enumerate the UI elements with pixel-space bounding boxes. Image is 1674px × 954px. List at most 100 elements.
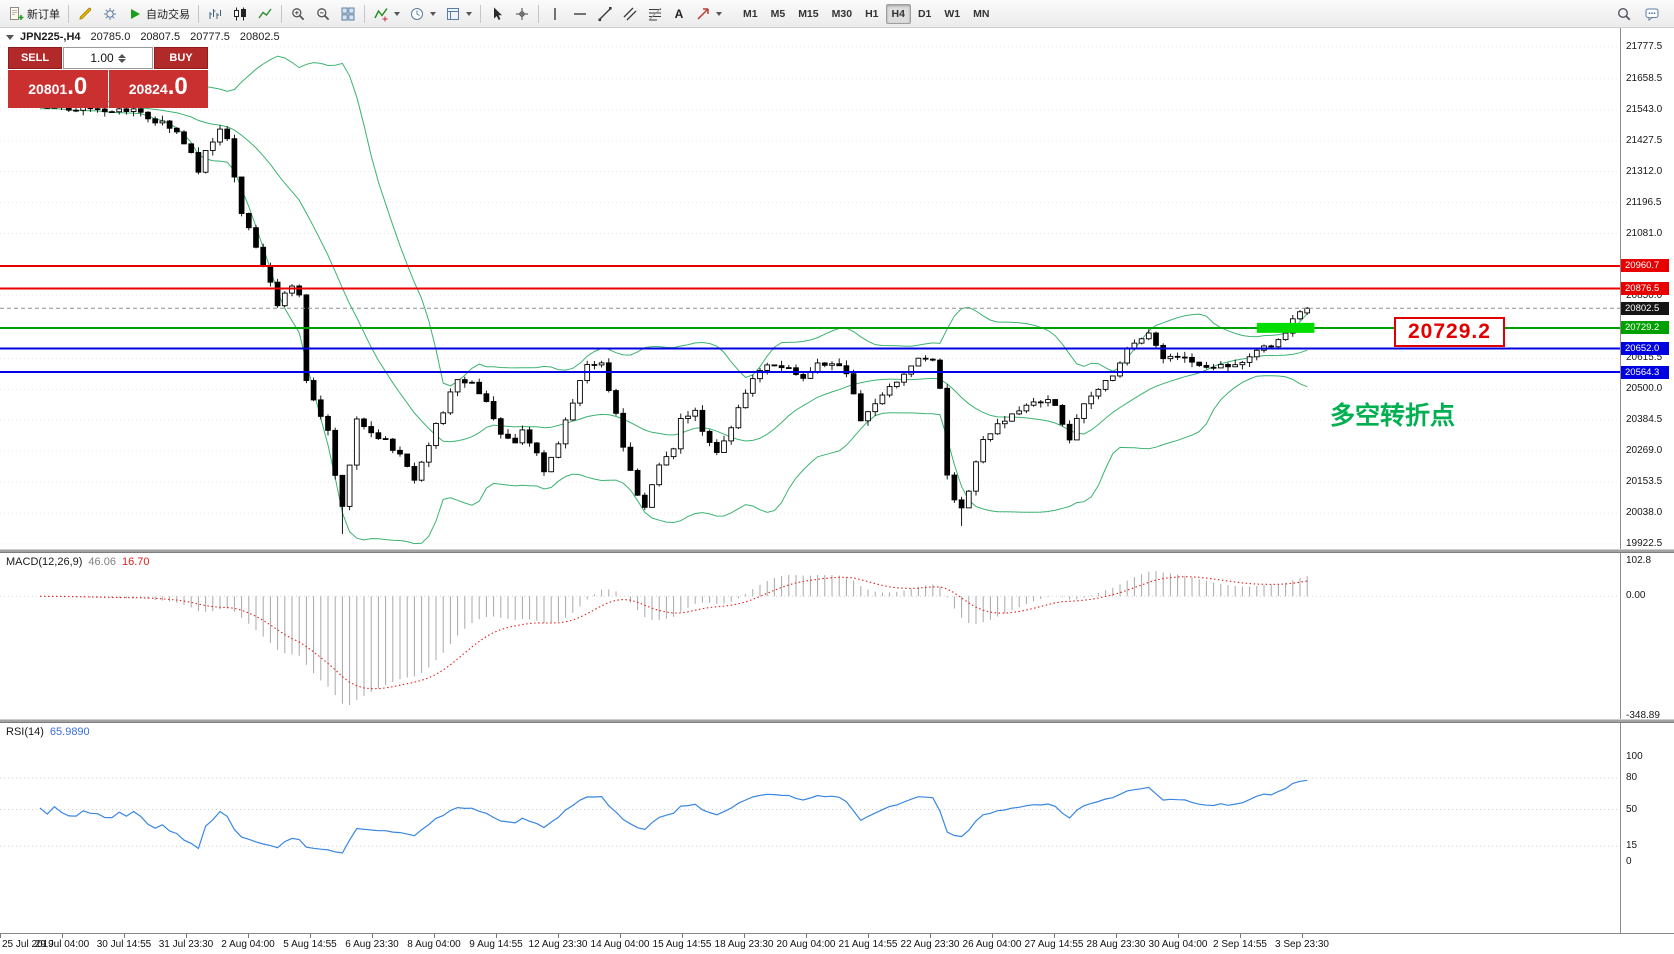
timeframe-button-M1[interactable]: M1 bbox=[737, 4, 764, 24]
sell-button[interactable]: SELL bbox=[8, 47, 62, 69]
time-axis-tick bbox=[868, 934, 869, 938]
time-axis-label: 22 Aug 23:30 bbox=[900, 939, 960, 950]
time-axis-tick bbox=[744, 934, 745, 938]
indicators-button[interactable] bbox=[369, 3, 404, 25]
time-axis-tick bbox=[930, 934, 931, 938]
time-axis-label: 25 Jul 2019 bbox=[2, 939, 54, 950]
new-order-icon bbox=[10, 6, 24, 20]
buy-price-frac: .0 bbox=[167, 73, 188, 100]
time-axis-tick bbox=[434, 934, 435, 938]
toolbar-separator bbox=[281, 4, 282, 23]
new-order-button[interactable]: 新订单 bbox=[4, 3, 64, 25]
timeframe-button-H4[interactable]: H4 bbox=[885, 3, 911, 24]
autotrading-button[interactable]: 自动交易 bbox=[123, 3, 194, 25]
equidistant-channel-button[interactable] bbox=[618, 3, 642, 25]
vertical-line-icon bbox=[554, 7, 556, 20]
zoom-out-button[interactable] bbox=[311, 3, 335, 25]
sell-price[interactable]: 20801.0 bbox=[8, 70, 108, 108]
autotrading-label: 自动交易 bbox=[146, 8, 190, 21]
time-axis-tick bbox=[1240, 934, 1241, 938]
template-icon bbox=[447, 7, 459, 20]
macd-panel[interactable] bbox=[0, 553, 1674, 719]
toolbar-separator bbox=[364, 4, 365, 23]
panel-separator[interactable] bbox=[0, 549, 1674, 553]
timeframe-button-M30[interactable]: M30 bbox=[826, 4, 858, 24]
horizontal-line-icon bbox=[574, 12, 586, 15]
macd-readout: MACD(12,26,9) 46.06 16.70 bbox=[6, 556, 149, 568]
horizontal-line-button[interactable] bbox=[568, 3, 592, 25]
timeframe-button-W1[interactable]: W1 bbox=[938, 4, 966, 24]
clock-icon bbox=[411, 7, 423, 20]
candlestick-chart-button[interactable] bbox=[228, 3, 252, 25]
assistant-button[interactable] bbox=[1640, 3, 1664, 25]
time-axis-tick bbox=[1116, 934, 1117, 938]
time-axis-label: 2 Aug 04:00 bbox=[221, 939, 275, 950]
rsi-readout: RSI(14) 65.9890 bbox=[6, 726, 90, 738]
time-axis-label: 14 Aug 04:00 bbox=[590, 939, 650, 950]
time-axis[interactable]: 25 Jul 2019 29 Jul 04:00 30 Jul 14:55 31 Ju… bbox=[0, 933, 1674, 954]
timeframe-button-D1[interactable]: D1 bbox=[912, 4, 937, 24]
templates-button[interactable] bbox=[441, 3, 476, 25]
time-axis-tick bbox=[496, 934, 497, 938]
fibonacci-button[interactable] bbox=[643, 3, 667, 25]
search-button[interactable] bbox=[1612, 3, 1636, 25]
volume-down-icon[interactable] bbox=[117, 58, 126, 63]
zoom-in-icon bbox=[292, 7, 305, 20]
time-axis-label: 26 Aug 04:00 bbox=[962, 939, 1022, 950]
zoom-in-button[interactable] bbox=[286, 3, 310, 25]
bar-chart-button[interactable] bbox=[203, 3, 227, 25]
candlestick-series bbox=[37, 98, 1311, 534]
text-tool-icon: A bbox=[674, 6, 684, 21]
timeframe-button-H1[interactable]: H1 bbox=[859, 4, 884, 24]
channel-icon bbox=[623, 7, 637, 20]
time-axis-label: 5 Aug 14:55 bbox=[283, 939, 337, 950]
time-axis-tick bbox=[372, 934, 373, 938]
time-axis-label: 30 Aug 04:00 bbox=[1148, 939, 1208, 950]
buy-price[interactable]: 20824.0 bbox=[108, 70, 208, 108]
time-axis-tick bbox=[558, 934, 559, 938]
main-chart[interactable] bbox=[0, 28, 1674, 549]
crosshair-icon bbox=[516, 7, 528, 20]
line-chart-button[interactable] bbox=[253, 3, 277, 25]
timeframe-button-MN[interactable]: MN bbox=[967, 4, 995, 24]
close-value: 20802.5 bbox=[239, 31, 280, 43]
options-button[interactable] bbox=[98, 3, 122, 25]
macd-signal-line bbox=[39, 576, 1308, 690]
trendline-icon bbox=[598, 6, 612, 21]
rsi-line bbox=[39, 779, 1308, 854]
vertical-line-button[interactable] bbox=[543, 3, 567, 25]
time-axis-tick bbox=[62, 934, 63, 938]
time-axis-tick bbox=[186, 934, 187, 938]
periods-button[interactable] bbox=[405, 3, 440, 25]
one-click-collapse-icon[interactable] bbox=[6, 34, 14, 40]
low-value: 20777.5 bbox=[190, 31, 230, 43]
sell-price-main: 20801 bbox=[28, 81, 68, 97]
timeframe-button-M15[interactable]: M15 bbox=[792, 4, 824, 24]
time-axis-label: 9 Aug 14:55 bbox=[469, 939, 523, 950]
rsi-panel[interactable] bbox=[0, 723, 1674, 933]
volume-stepper[interactable]: 1.00 bbox=[63, 47, 153, 69]
crosshair-button[interactable] bbox=[510, 3, 534, 25]
arrows-tool-button[interactable] bbox=[691, 3, 726, 25]
tile-windows-button[interactable] bbox=[336, 3, 360, 25]
time-axis-tick bbox=[248, 934, 249, 938]
price-callout-label[interactable]: 20729.2 bbox=[1394, 317, 1505, 347]
turning-point-annotation[interactable]: 多空转折点 bbox=[1330, 401, 1456, 430]
one-click-trading-panel: SELL 1.00 BUY 20801.0 20824.0 bbox=[8, 47, 208, 108]
macd-histogram bbox=[39, 571, 1308, 706]
buy-button[interactable]: BUY bbox=[154, 47, 208, 69]
fibonacci-icon bbox=[648, 7, 662, 20]
toolbar: 新订单 自动交易 bbox=[0, 0, 1674, 28]
highlight-rectangle[interactable] bbox=[1256, 322, 1315, 333]
zoom-out-icon bbox=[317, 7, 330, 20]
cursor-button[interactable] bbox=[485, 3, 509, 25]
volume-up-icon[interactable] bbox=[117, 53, 126, 58]
high-value: 20807.5 bbox=[140, 31, 181, 43]
trendline-button[interactable] bbox=[593, 3, 617, 25]
text-tool-button[interactable]: A bbox=[668, 3, 690, 25]
panel-separator[interactable] bbox=[0, 719, 1674, 723]
metaeditor-button[interactable] bbox=[73, 3, 97, 25]
timeframe-button-M5[interactable]: M5 bbox=[765, 4, 792, 24]
time-axis-label: 12 Aug 23:30 bbox=[528, 939, 588, 950]
time-axis-label: 3 Sep 23:30 bbox=[1275, 939, 1329, 950]
